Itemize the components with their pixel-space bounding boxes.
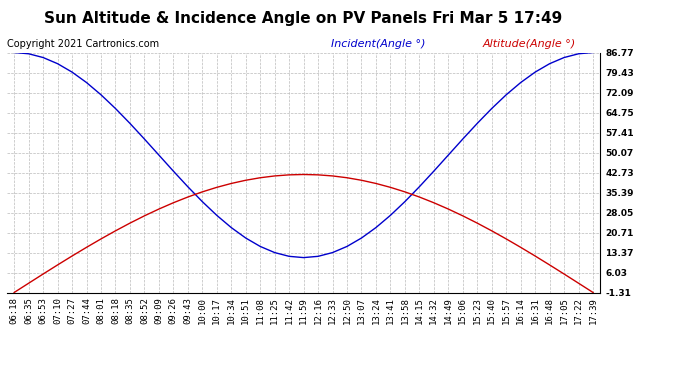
Text: Incident(Angle °): Incident(Angle °) bbox=[331, 39, 426, 50]
Text: Copyright 2021 Cartronics.com: Copyright 2021 Cartronics.com bbox=[7, 39, 159, 50]
Text: Altitude(Angle °): Altitude(Angle °) bbox=[483, 39, 576, 50]
Text: Sun Altitude & Incidence Angle on PV Panels Fri Mar 5 17:49: Sun Altitude & Incidence Angle on PV Pan… bbox=[44, 11, 563, 26]
